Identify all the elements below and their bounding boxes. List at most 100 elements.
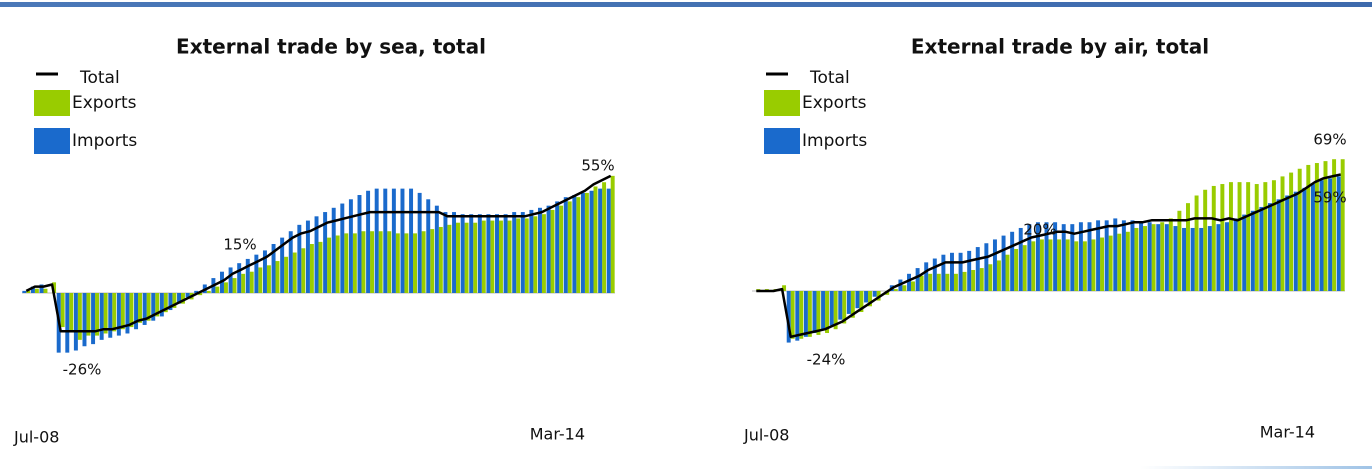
bar bbox=[1228, 182, 1233, 291]
bar bbox=[1168, 218, 1173, 291]
bar bbox=[22, 290, 27, 293]
bar bbox=[919, 275, 924, 291]
bar bbox=[370, 231, 375, 293]
bar bbox=[249, 271, 254, 293]
bar bbox=[584, 192, 589, 293]
bar bbox=[1087, 222, 1092, 291]
bar bbox=[1319, 180, 1324, 291]
bar bbox=[120, 293, 125, 330]
bar bbox=[125, 293, 130, 334]
bar bbox=[344, 233, 349, 293]
bar bbox=[460, 214, 465, 293]
legend-label: Exports bbox=[72, 93, 137, 113]
bar bbox=[555, 201, 560, 293]
top-rule bbox=[0, 2, 1372, 7]
bar bbox=[1035, 222, 1040, 291]
bar bbox=[876, 291, 881, 301]
bar bbox=[434, 205, 439, 293]
bar bbox=[271, 244, 276, 293]
bar bbox=[1289, 172, 1294, 291]
legend-label: Imports bbox=[72, 131, 137, 151]
bar bbox=[486, 214, 491, 293]
bar bbox=[421, 231, 426, 293]
bar bbox=[73, 293, 78, 351]
bar bbox=[284, 256, 289, 293]
bar bbox=[366, 190, 371, 293]
bar bbox=[1190, 227, 1195, 291]
bar bbox=[438, 226, 443, 293]
bar bbox=[1104, 220, 1109, 291]
bar bbox=[146, 293, 151, 321]
bar bbox=[868, 291, 872, 307]
bar bbox=[374, 188, 379, 293]
bar bbox=[177, 293, 181, 304]
bar bbox=[151, 293, 156, 321]
bar bbox=[572, 195, 577, 293]
bar bbox=[1022, 245, 1027, 291]
bar bbox=[1065, 239, 1070, 291]
bar bbox=[456, 222, 460, 293]
bar bbox=[1310, 184, 1315, 291]
bar bbox=[280, 237, 285, 293]
bar bbox=[825, 291, 830, 334]
bar bbox=[541, 214, 546, 293]
bar bbox=[962, 271, 967, 291]
bar bbox=[357, 195, 362, 293]
bar bbox=[1031, 241, 1036, 291]
bar bbox=[1027, 224, 1032, 291]
bar bbox=[1125, 231, 1130, 291]
bar bbox=[893, 289, 898, 291]
bar bbox=[387, 231, 392, 293]
bar bbox=[413, 233, 417, 293]
bar bbox=[1302, 187, 1307, 291]
bar bbox=[142, 293, 147, 325]
bar bbox=[803, 291, 808, 337]
bar bbox=[340, 203, 345, 293]
bar bbox=[846, 291, 851, 314]
bar bbox=[924, 262, 929, 291]
bar bbox=[65, 293, 70, 353]
x-tick-label: Jul-08 bbox=[743, 426, 789, 445]
bar bbox=[1271, 180, 1276, 291]
bar bbox=[782, 285, 787, 291]
bar bbox=[292, 252, 297, 293]
bar bbox=[288, 231, 293, 293]
bar bbox=[473, 222, 478, 293]
bar bbox=[352, 233, 357, 293]
bar bbox=[838, 291, 843, 320]
bar bbox=[134, 293, 139, 330]
bar bbox=[43, 288, 48, 293]
bar bbox=[237, 263, 242, 293]
legend-swatch bbox=[34, 90, 70, 116]
bar bbox=[1014, 248, 1019, 291]
bar bbox=[786, 291, 791, 343]
bar bbox=[52, 282, 57, 293]
bar bbox=[932, 258, 937, 291]
bar bbox=[266, 265, 271, 293]
bar bbox=[606, 188, 611, 293]
bar bbox=[305, 220, 310, 293]
bar bbox=[26, 290, 31, 293]
bar bbox=[1048, 239, 1053, 291]
bar bbox=[503, 214, 508, 293]
bar bbox=[86, 293, 91, 336]
bar bbox=[323, 212, 328, 293]
bar bbox=[1091, 239, 1096, 291]
bar bbox=[1044, 222, 1049, 291]
bar bbox=[589, 190, 594, 293]
bar bbox=[910, 281, 915, 291]
bar bbox=[258, 267, 263, 293]
bar bbox=[361, 231, 366, 293]
bar bbox=[99, 293, 104, 340]
bar bbox=[829, 291, 834, 326]
bar bbox=[1061, 224, 1066, 291]
bar bbox=[91, 293, 96, 345]
bar bbox=[215, 286, 220, 293]
bar bbox=[1233, 218, 1238, 291]
chart-title: External trade by sea, total bbox=[176, 35, 486, 59]
bar bbox=[318, 241, 323, 293]
bar bbox=[314, 216, 319, 293]
bar bbox=[1005, 254, 1010, 291]
bar bbox=[417, 192, 422, 293]
bar bbox=[430, 229, 435, 293]
